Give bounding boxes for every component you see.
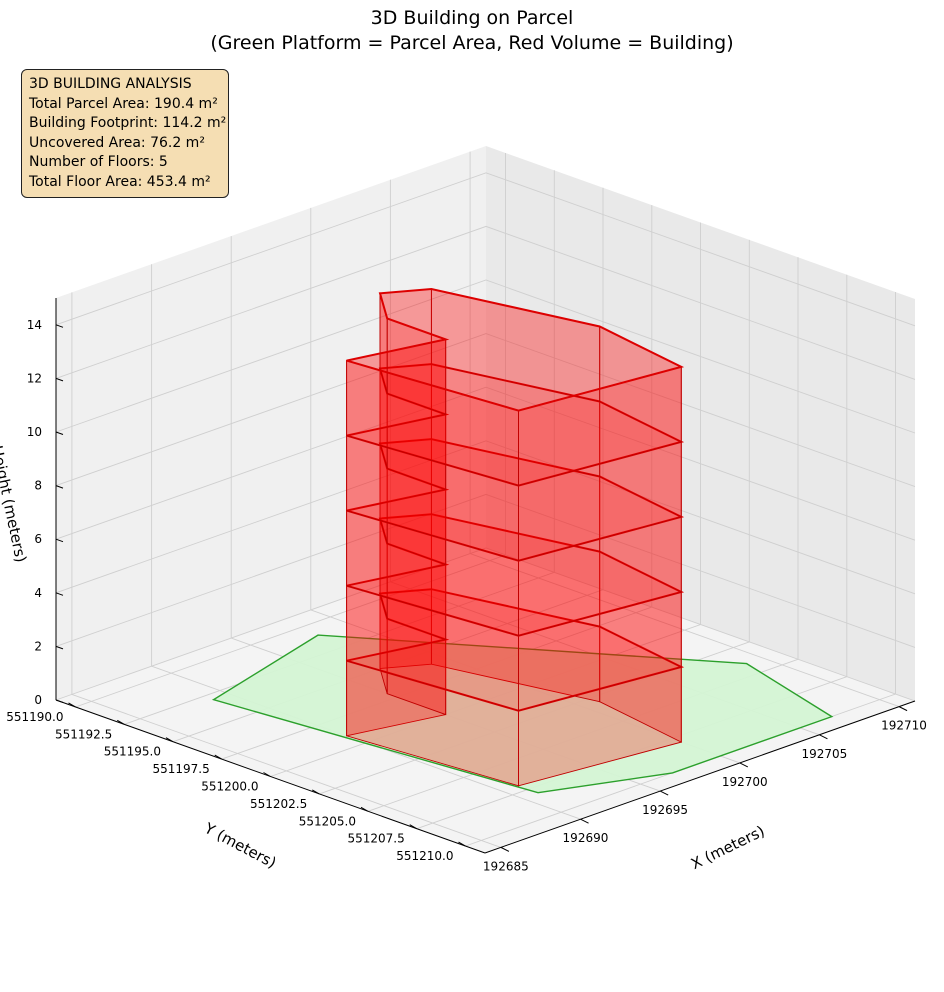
info-uncovered-area: Uncovered Area: 76.2 m² — [29, 134, 205, 151]
y-tick — [117, 719, 125, 725]
x-tick — [898, 706, 908, 712]
y-tick — [263, 772, 271, 777]
y-tick — [312, 789, 320, 795]
y-tick-label: 551195.0 — [104, 745, 161, 759]
y-tick — [360, 806, 369, 812]
y-tick-label: 551200.0 — [201, 780, 258, 794]
y-tick — [409, 824, 417, 830]
x-tick — [659, 790, 669, 796]
y-axis-label: Y (meters) — [201, 819, 280, 872]
z-tick-label: 14 — [27, 318, 42, 332]
y-tick — [68, 702, 76, 708]
building-floor-1 — [346, 588, 685, 787]
y-tick-label: 551202.5 — [250, 797, 307, 811]
x-tick — [580, 818, 589, 824]
z-tick — [55, 324, 64, 328]
grid-line-z — [55, 333, 916, 488]
x-axis-line — [484, 700, 916, 854]
z-tick — [55, 538, 64, 543]
grid-line-z — [55, 493, 916, 648]
z-tick — [55, 699, 64, 703]
x-tick — [819, 734, 828, 740]
info-floor-area: Total Floor Area: 453.4 m² — [29, 173, 211, 190]
grid-line-z — [55, 172, 916, 327]
grid-line-z — [55, 225, 916, 380]
z-tick-label: 6 — [34, 532, 42, 546]
y-tick-label: 551197.5 — [152, 762, 209, 776]
z-tick-label: 0 — [34, 693, 42, 707]
info-footprint: Building Footprint: 114.2 m² — [29, 115, 227, 131]
x-tick — [739, 762, 749, 768]
building-floor-5 — [346, 287, 685, 487]
chart-title: 3D Building on Parcel — [370, 7, 574, 29]
z-tick — [55, 645, 64, 650]
parcel-platform — [211, 634, 834, 794]
chart-subtitle: (Green Platform = Parcel Area, Red Volum… — [210, 32, 734, 54]
z-tick — [55, 377, 64, 382]
x-tick-label: 192705 — [801, 747, 847, 761]
z-tick-label: 4 — [34, 586, 42, 600]
grid-line-z — [55, 440, 916, 595]
info-parcel-area: Total Parcel Area: 190.4 m² — [29, 95, 218, 112]
y-tick — [458, 841, 466, 847]
pane-left-wall — [56, 146, 486, 700]
z-axis-label: Height (meters) — [0, 444, 30, 564]
grid-line-z — [55, 386, 916, 541]
grid-line-z — [55, 279, 916, 434]
info-heading: 3D BUILDING ANALYSIS — [29, 76, 192, 92]
z-tick-label: 8 — [34, 479, 42, 493]
x-tick-label: 192700 — [722, 775, 768, 789]
x-tick — [500, 846, 510, 852]
z-tick-label: 2 — [34, 639, 42, 653]
x-axis-label: X (meters) — [688, 822, 768, 873]
y-tick — [214, 754, 222, 760]
z-tick-label: 12 — [27, 371, 42, 385]
grid-line-z — [55, 547, 916, 702]
z-tick — [55, 592, 64, 596]
x-tick-label: 192690 — [563, 831, 609, 845]
info-floors: Number of Floors: 5 — [29, 154, 168, 170]
z-tick-label: 10 — [27, 425, 42, 439]
y-tick-label: 551205.0 — [299, 814, 356, 828]
floor-slab — [346, 287, 685, 412]
x-tick-label: 192710 — [881, 719, 927, 733]
y-tick-label: 551190.0 — [6, 710, 63, 724]
y-tick-label: 551192.5 — [55, 727, 112, 741]
x-tick-label: 192685 — [483, 859, 529, 873]
z-tick — [55, 485, 64, 489]
y-tick-label: 551207.5 — [347, 832, 404, 846]
z-tick — [55, 431, 64, 435]
y-tick — [165, 737, 174, 743]
building-floor-2 — [346, 513, 685, 712]
x-tick-label: 192695 — [642, 803, 688, 817]
analysis-info-box: 3D BUILDING ANALYSIS Total Parcel Area: … — [21, 69, 229, 198]
y-tick-label: 551210.0 — [396, 849, 453, 863]
